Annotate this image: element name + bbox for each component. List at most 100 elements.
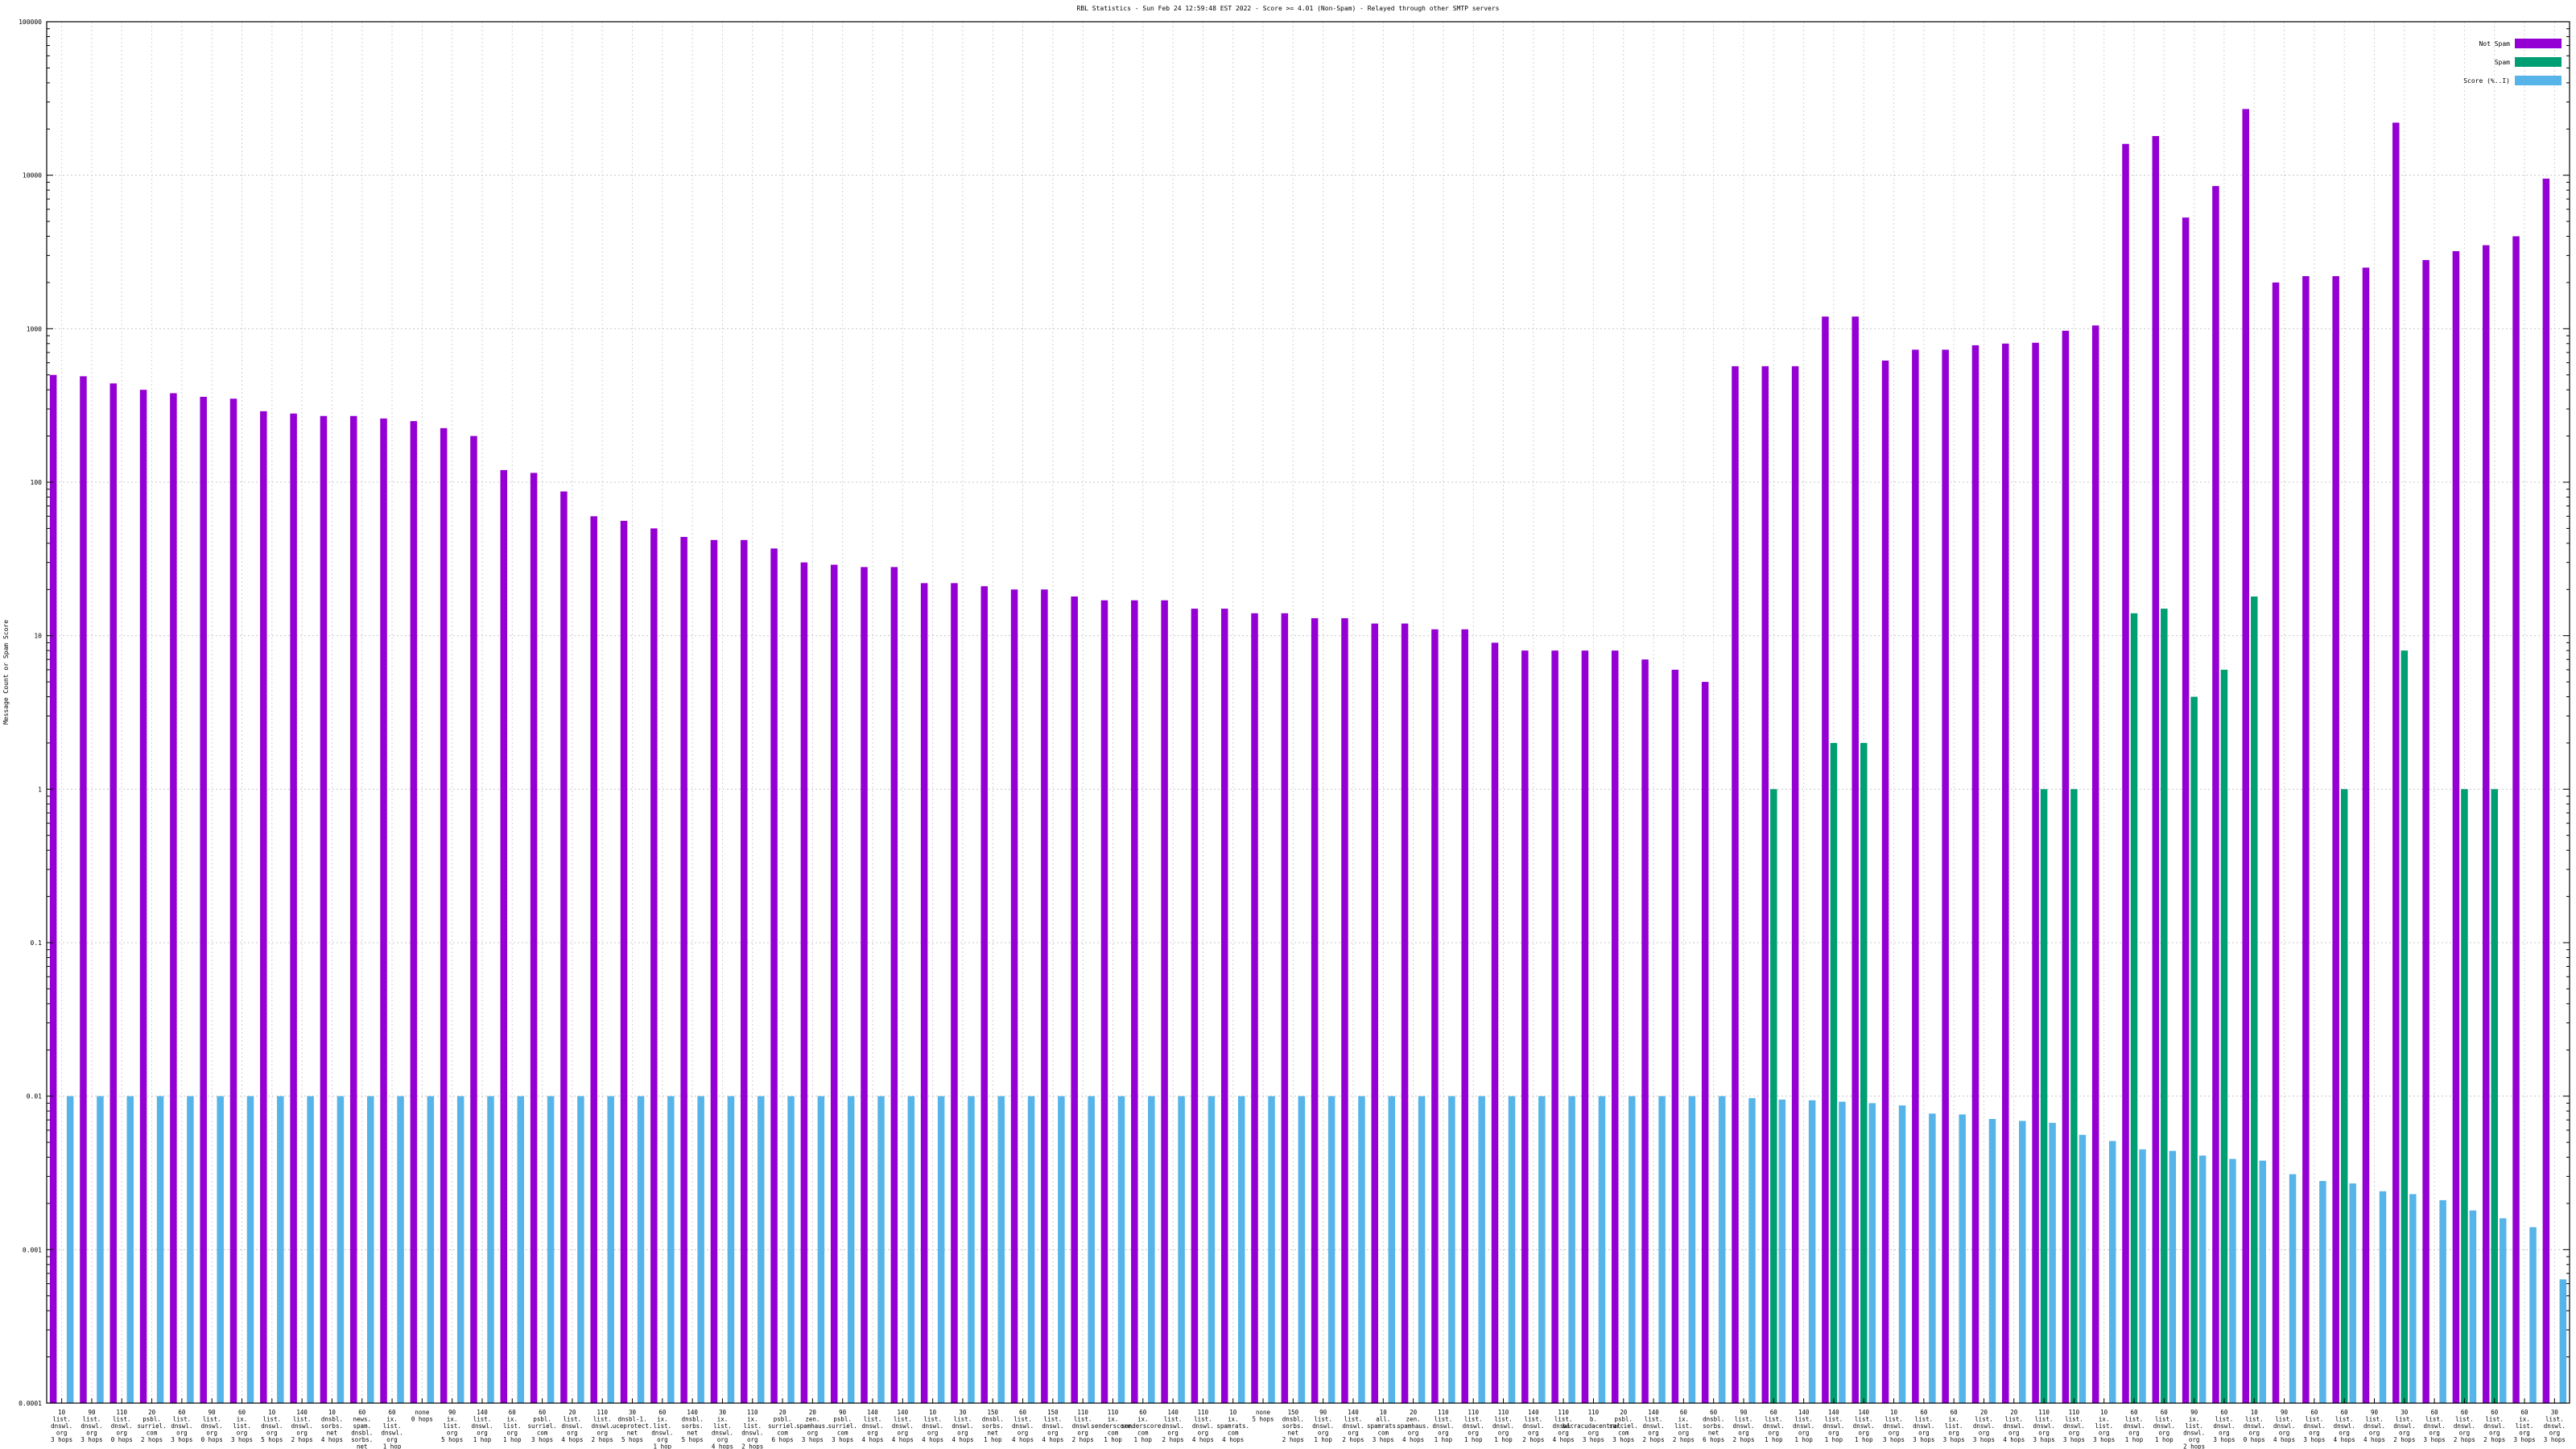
- y-tick-labels: 0.0001 0.001 0.01 0.1 1 10 100 1000 10000 100000: [19, 19, 42, 1407]
- not-spam-bar: [830, 564, 838, 1403]
- score-bar: [1058, 1096, 1065, 1403]
- spam-bar: [1860, 742, 1868, 1403]
- not-spam-bar: [410, 421, 418, 1403]
- x-tick-label: 60 ix. list. org 2 hops: [1673, 1409, 1695, 1443]
- x-tick-label: 60 ix. list. org 1 hop: [503, 1409, 522, 1443]
- not-spam-bar: [2332, 276, 2339, 1404]
- x-tick-label: 110 list. dnswl. org 1 hop: [1463, 1409, 1484, 1443]
- not-spam-bar: [2212, 186, 2219, 1403]
- not-spam-bar: [1311, 617, 1319, 1403]
- not-spam-bar: [380, 418, 387, 1403]
- not-spam-bar: [1491, 642, 1499, 1403]
- score-bar: [667, 1096, 675, 1403]
- x-tick-label: 90 psbl. surriel. com 3 hops: [828, 1409, 857, 1443]
- y-tick-label: 0.001: [23, 1246, 42, 1253]
- score-bar: [367, 1096, 374, 1403]
- x-tick-label: 140 list. dnswl. org 1 hop: [1793, 1409, 1814, 1443]
- score-bar: [517, 1096, 525, 1403]
- not-spam-bar: [470, 436, 477, 1403]
- x-tick-label: 140 list. dnswl. org 4 hops: [892, 1409, 914, 1443]
- x-tick-label: 60 list. dnswl. org 3 hops: [2213, 1409, 2235, 1443]
- score-bar: [1418, 1096, 1426, 1403]
- x-tick-label: 20 psbl. surriel. com 3 hops: [1609, 1409, 1638, 1443]
- x-tick-label: none 0 hops: [411, 1409, 433, 1423]
- x-tick-label: 10 dnsbl. sorbs. net 4 hops: [321, 1409, 343, 1443]
- not-spam-bar: [1281, 613, 1289, 1403]
- x-tick-label: 20 psbl. surriel. com 6 hops: [768, 1409, 797, 1443]
- spam-bar: [2070, 789, 2078, 1403]
- x-tick-label: 30 dnsbl-1. uceprotect. net 5 hops: [613, 1409, 653, 1443]
- not-spam-bar: [2362, 267, 2370, 1403]
- spam-bar: [1770, 789, 1777, 1403]
- score-bar: [1929, 1113, 1936, 1403]
- score-bar: [1117, 1096, 1125, 1403]
- x-tick-label: 60 list. dnswl. org 4 hops: [2334, 1409, 2355, 1443]
- spam-bar: [2161, 609, 2168, 1403]
- not-spam-bar: [1612, 650, 1619, 1403]
- not-spam-bar: [920, 583, 928, 1403]
- not-spam-bar: [2542, 178, 2550, 1403]
- not-spam-bar: [2272, 282, 2280, 1403]
- not-spam-bar: [200, 396, 207, 1404]
- x-tick-label: 140 list. dnswl. org 2 hops: [291, 1409, 313, 1443]
- score-bar: [1839, 1101, 1846, 1403]
- score-bar: [1327, 1096, 1335, 1403]
- x-tick-label: 90 list. dnswl. org 3 hops: [80, 1409, 102, 1443]
- not-spam-bar: [1220, 609, 1228, 1403]
- not-spam-bar: [1371, 623, 1379, 1403]
- y-tick-label: 0.1: [31, 939, 43, 947]
- score-bar: [607, 1096, 614, 1403]
- not-spam-bar: [1852, 316, 1859, 1404]
- x-tick-label: 20 zen. spamhaus. org 3 hops: [796, 1409, 829, 1443]
- not-spam-bar: [1461, 629, 1468, 1403]
- score-bar: [1898, 1105, 1906, 1403]
- score-bar: [1868, 1103, 1876, 1403]
- not-spam-bar: [1191, 609, 1199, 1403]
- x-tick-label: 150 dnsbl. sorbs. net 2 hops: [1282, 1409, 1304, 1443]
- x-tick-label: 140 list. dnswl. org 1 hop: [1823, 1409, 1844, 1443]
- x-tick-label: 110 list. dnswl. org 2 hops: [592, 1409, 613, 1443]
- score-bar: [397, 1096, 404, 1403]
- score-bar: [2049, 1122, 2056, 1403]
- not-spam-bar: [1881, 360, 1889, 1403]
- score-bar: [187, 1096, 194, 1403]
- not-spam-bar: [890, 567, 898, 1404]
- x-tick-label: 60 ix. list. dnswl. org 1 hop: [382, 1409, 403, 1449]
- score-bar: [727, 1096, 735, 1403]
- not-spam-bar: [2392, 122, 2400, 1404]
- score-bar: [1598, 1096, 1606, 1403]
- not-spam-bar: [1010, 589, 1018, 1403]
- score-bar: [2529, 1227, 2537, 1403]
- x-tick-label: 140 list. dnswl. org 4 hops: [861, 1409, 883, 1443]
- x-tick-label: 110 list. dnswl. org 4 hops: [1553, 1409, 1575, 1443]
- chart-title: RBL Statistics - Sun Feb 24 12:59:48 EST…: [1077, 5, 1500, 12]
- score-bar: [907, 1096, 915, 1403]
- not-spam-bar: [620, 521, 628, 1403]
- spam-bar: [1830, 742, 1838, 1403]
- x-tick-label: 110 list. dnswl. org 4 hops: [1192, 1409, 1214, 1443]
- not-spam-bar: [49, 374, 57, 1403]
- score-bar: [968, 1096, 975, 1403]
- y-tick-label: 10000: [23, 172, 42, 180]
- not-spam-bar: [1581, 650, 1589, 1403]
- score-bar: [1688, 1096, 1696, 1403]
- not-spam-bar: [2452, 251, 2460, 1403]
- not-spam-bar: [260, 411, 267, 1403]
- not-spam-bar: [350, 415, 357, 1403]
- not-spam-bar: [2182, 217, 2190, 1404]
- x-tick-label: 110 ix. list. dnswl. org 2 hops: [741, 1409, 763, 1449]
- spam-bar: [2251, 596, 2258, 1403]
- x-tick-label: 150 dnsbl. sorbs. net 1 hop: [982, 1409, 1004, 1443]
- score-bar: [1718, 1096, 1726, 1403]
- score-bar: [1358, 1096, 1365, 1403]
- y-tick-label: 100: [31, 479, 43, 486]
- not-spam-bar: [800, 562, 808, 1403]
- x-tick-label: 140 list. dnswl. org 2 hops: [1522, 1409, 1544, 1443]
- x-tick-label: 20 zen. spamhaus. org 4 hops: [1397, 1409, 1430, 1443]
- not-spam-bar: [1041, 589, 1048, 1403]
- score-bar: [217, 1096, 224, 1403]
- spam-bar: [2401, 650, 2409, 1403]
- not-spam-bar: [710, 539, 718, 1404]
- score-bar: [1748, 1098, 1756, 1403]
- not-spam-bar: [1761, 365, 1769, 1403]
